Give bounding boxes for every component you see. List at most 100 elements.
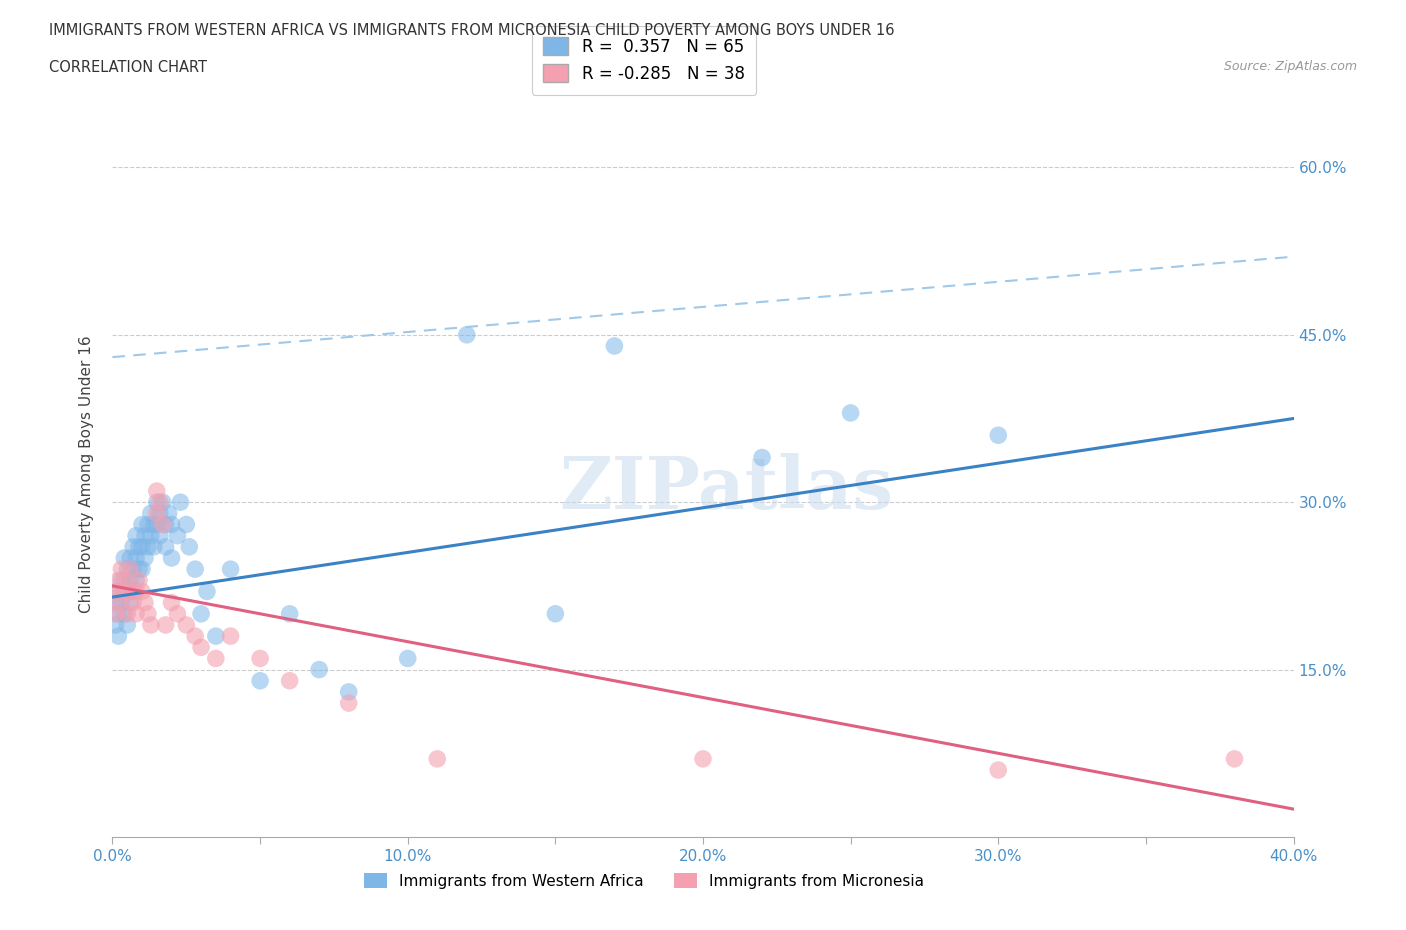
Point xyxy=(117,618,138,632)
Point xyxy=(142,539,165,554)
Point xyxy=(128,573,150,588)
Point xyxy=(152,495,174,510)
Point xyxy=(205,629,228,644)
Point xyxy=(122,539,145,554)
Point xyxy=(128,562,150,577)
Point xyxy=(139,506,162,521)
Point xyxy=(146,506,169,521)
Point xyxy=(107,606,129,621)
Point xyxy=(125,573,148,588)
Point xyxy=(117,606,138,621)
Legend: Immigrants from Western Africa, Immigrants from Micronesia: Immigrants from Western Africa, Immigran… xyxy=(357,867,931,895)
Point xyxy=(169,495,191,510)
Point xyxy=(603,339,626,353)
Point xyxy=(146,484,169,498)
Point xyxy=(112,573,135,588)
Point xyxy=(122,595,145,610)
Point xyxy=(125,584,148,599)
Point xyxy=(152,517,174,532)
Point xyxy=(110,584,132,599)
Point xyxy=(278,606,301,621)
Point xyxy=(426,751,449,766)
Point xyxy=(174,618,197,632)
Point xyxy=(219,629,242,644)
Point xyxy=(184,629,207,644)
Point xyxy=(120,562,142,577)
Text: IMMIGRANTS FROM WESTERN AFRICA VS IMMIGRANTS FROM MICRONESIA CHILD POVERTY AMONG: IMMIGRANTS FROM WESTERN AFRICA VS IMMIGR… xyxy=(49,23,894,38)
Point xyxy=(149,495,172,510)
Point xyxy=(122,562,145,577)
Point xyxy=(125,606,148,621)
Point xyxy=(205,651,228,666)
Point xyxy=(104,606,127,621)
Point xyxy=(104,584,127,599)
Point xyxy=(136,539,159,554)
Point xyxy=(139,618,162,632)
Point xyxy=(120,584,142,599)
Point xyxy=(110,595,132,610)
Point xyxy=(184,562,207,577)
Text: Source: ZipAtlas.com: Source: ZipAtlas.com xyxy=(1223,60,1357,73)
Point xyxy=(134,551,156,565)
Point xyxy=(160,551,183,565)
Point xyxy=(160,595,183,610)
Point xyxy=(155,517,177,532)
Point xyxy=(166,606,188,621)
Point xyxy=(149,528,172,543)
Point xyxy=(136,517,159,532)
Point xyxy=(122,584,145,599)
Point xyxy=(692,751,714,766)
Point xyxy=(120,595,142,610)
Point xyxy=(146,495,169,510)
Point xyxy=(107,629,129,644)
Point xyxy=(157,506,180,521)
Point xyxy=(249,673,271,688)
Point xyxy=(117,584,138,599)
Point xyxy=(179,539,201,554)
Point xyxy=(308,662,330,677)
Point xyxy=(136,606,159,621)
Point xyxy=(125,528,148,543)
Point xyxy=(195,584,218,599)
Point xyxy=(134,595,156,610)
Point xyxy=(149,506,172,521)
Point xyxy=(112,551,135,565)
Point xyxy=(139,528,162,543)
Point xyxy=(190,606,212,621)
Text: CORRELATION CHART: CORRELATION CHART xyxy=(49,60,207,75)
Point xyxy=(839,405,862,420)
Point xyxy=(219,562,242,577)
Point xyxy=(337,696,360,711)
Point xyxy=(166,528,188,543)
Point xyxy=(120,551,142,565)
Point xyxy=(396,651,419,666)
Point xyxy=(131,517,153,532)
Point xyxy=(117,562,138,577)
Point xyxy=(456,327,478,342)
Point xyxy=(107,584,129,599)
Point xyxy=(131,584,153,599)
Y-axis label: Child Poverty Among Boys Under 16: Child Poverty Among Boys Under 16 xyxy=(79,336,94,613)
Point xyxy=(120,573,142,588)
Point xyxy=(155,618,177,632)
Point xyxy=(751,450,773,465)
Point xyxy=(107,573,129,588)
Point xyxy=(278,673,301,688)
Point xyxy=(1223,751,1246,766)
Point xyxy=(128,539,150,554)
Point xyxy=(131,539,153,554)
Point xyxy=(117,584,138,599)
Point xyxy=(104,595,127,610)
Point xyxy=(987,763,1010,777)
Point xyxy=(190,640,212,655)
Text: ZIPatlas: ZIPatlas xyxy=(560,453,894,525)
Point xyxy=(134,528,156,543)
Point xyxy=(987,428,1010,443)
Point xyxy=(337,684,360,699)
Point xyxy=(155,539,177,554)
Point xyxy=(174,517,197,532)
Point xyxy=(131,562,153,577)
Point xyxy=(112,606,135,621)
Point xyxy=(110,573,132,588)
Point xyxy=(112,584,135,599)
